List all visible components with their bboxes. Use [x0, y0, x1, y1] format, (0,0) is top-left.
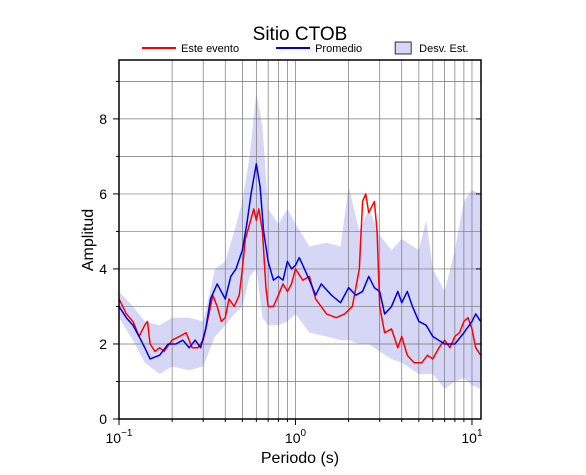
- x-tick-base: 10: [285, 430, 301, 446]
- series-line: [119, 163, 481, 360]
- x-tick-label: 100: [285, 428, 307, 446]
- x-tick-label: 10−1: [106, 428, 133, 446]
- legend-label: Este evento: [181, 43, 239, 55]
- y-axis-label: Amplitud: [80, 209, 97, 271]
- x-axis-label: Periodo (s): [261, 450, 339, 467]
- x-tick-base: 10: [106, 430, 122, 446]
- x-tick-base: 10: [461, 430, 477, 446]
- x-tick-exponent: 0: [300, 428, 306, 439]
- series-line: [119, 193, 481, 364]
- y-tick-label: 8: [99, 111, 107, 127]
- y-tick-label: 0: [99, 411, 107, 427]
- x-tick-label: 101: [461, 428, 483, 446]
- y-tick-label: 6: [99, 186, 107, 202]
- chart-title: Sitio CTOB: [253, 24, 348, 45]
- line-layer: [119, 163, 481, 364]
- legend-label: Promedio: [315, 43, 362, 55]
- plot-frame: [118, 59, 482, 420]
- y-tick-label: 2: [99, 336, 107, 352]
- x-tick-exponent: 1: [477, 428, 483, 439]
- legend-swatch: [394, 41, 412, 55]
- y-tick-label: 4: [99, 261, 107, 277]
- legend-label: Desv. Est.: [419, 43, 468, 55]
- grid-layer: [113, 60, 481, 425]
- x-tick-exponent: −1: [121, 428, 133, 439]
